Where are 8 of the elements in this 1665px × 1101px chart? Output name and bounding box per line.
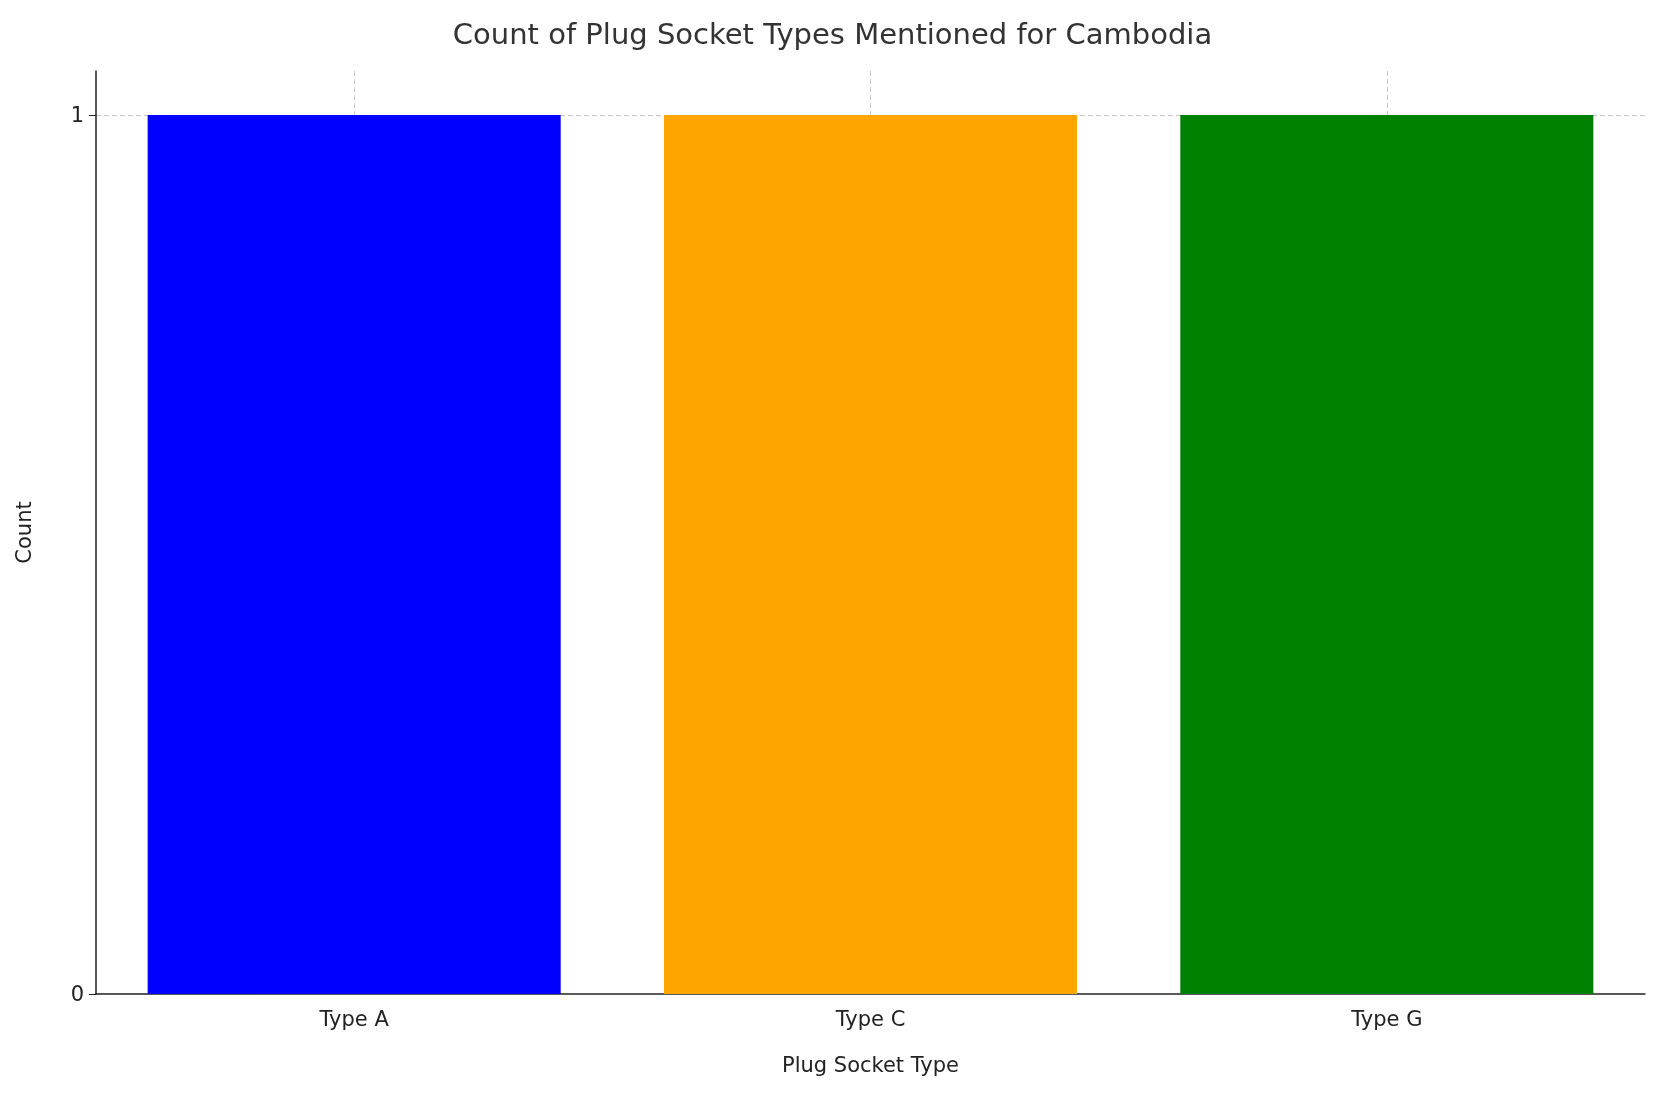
x-axis-title: Plug Socket Type [781, 1052, 960, 1077]
chart-title: Count of Plug Socket Types Mentioned for Cambodia [452, 16, 1213, 51]
x-tick-label: Type A [318, 1006, 390, 1031]
x-tick-label: Type G [1350, 1006, 1423, 1031]
y-tick-label: 0 [70, 982, 84, 1006]
y-tick-label: 1 [70, 102, 84, 127]
x-tick-label: Type C [834, 1006, 906, 1031]
y-axis-title: Count [11, 501, 36, 564]
